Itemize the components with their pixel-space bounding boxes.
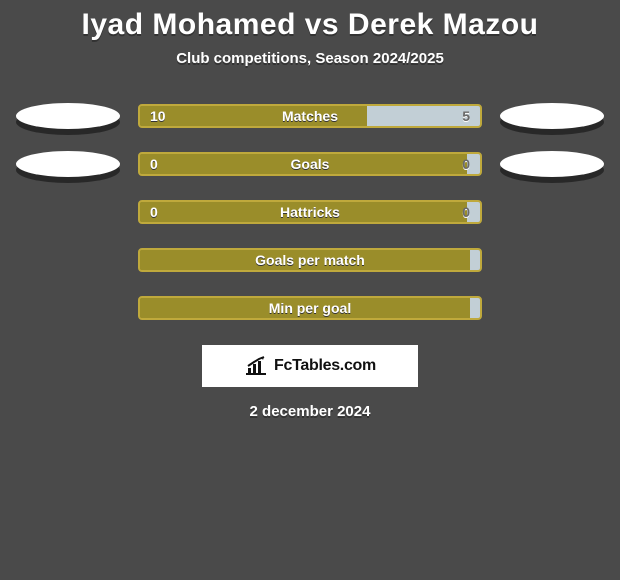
stats-rows: 105Matches 00Goals 00Hattricks Goals per ma… [0, 103, 620, 321]
marker-placeholder [16, 199, 120, 225]
marker-placeholder [500, 247, 604, 273]
stat-value-right: 0 [467, 202, 480, 222]
player-left-marker [16, 151, 120, 177]
stat-value-right: 5 [367, 106, 480, 126]
stat-value-right [470, 298, 480, 318]
brand-box: FcTables.com [202, 345, 418, 387]
stat-value-left: 10 [140, 106, 367, 126]
marker-placeholder [500, 295, 604, 321]
date-line: 2 december 2024 [0, 403, 620, 420]
stat-value-right [470, 250, 480, 270]
stat-bar: 00Goals [138, 152, 482, 176]
stat-row: Min per goal [0, 295, 620, 321]
stat-value-left [140, 298, 470, 318]
stat-value-left: 0 [140, 154, 467, 174]
stat-row: 00Hattricks [0, 199, 620, 225]
marker-placeholder [16, 295, 120, 321]
subtitle: Club competitions, Season 2024/2025 [0, 50, 620, 67]
player-right-marker [500, 151, 604, 177]
player-left-marker [16, 103, 120, 129]
player-right-marker [500, 103, 604, 129]
marker-placeholder [16, 247, 120, 273]
stat-bar: 105Matches [138, 104, 482, 128]
stat-value-left: 0 [140, 202, 467, 222]
brand-text: FcTables.com [274, 357, 376, 375]
chart-icon [244, 356, 268, 376]
page-title: Iyad Mohamed vs Derek Mazou [0, 0, 620, 42]
stat-bar: 00Hattricks [138, 200, 482, 224]
stat-bar: Goals per match [138, 248, 482, 272]
marker-placeholder [500, 199, 604, 225]
stat-bar: Min per goal [138, 296, 482, 320]
stat-row: 00Goals [0, 151, 620, 177]
stat-value-right: 0 [467, 154, 480, 174]
stat-row: Goals per match [0, 247, 620, 273]
stat-value-left [140, 250, 470, 270]
stat-row: 105Matches [0, 103, 620, 129]
